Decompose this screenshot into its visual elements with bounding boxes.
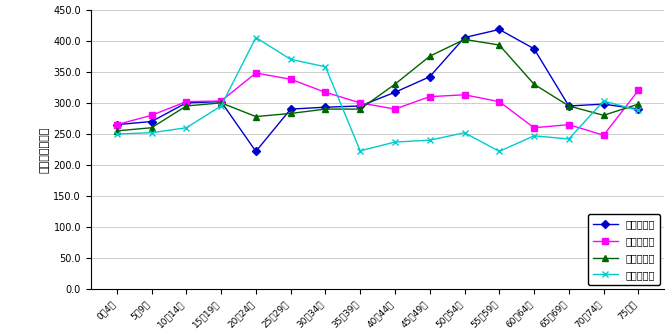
男・有配偶 [391,90,399,94]
男・無配偶 [425,94,433,98]
女・有配偶 [460,38,468,42]
女・無配偶 [287,57,295,61]
Line: 男・有配偶: 男・有配偶 [114,27,641,154]
女・無配偶 [113,132,121,136]
男・有配偶 [217,99,225,104]
女・無配偶 [252,36,260,40]
男・無配偶 [565,123,573,127]
女・有配偶 [495,43,503,47]
男・有配偶 [252,149,260,153]
女・有配偶 [391,82,399,86]
男・有配偶 [600,102,608,106]
男・有配偶 [287,107,295,111]
男・無配偶 [391,107,399,111]
Line: 男・無配偶: 男・無配偶 [114,70,641,138]
女・無配偶 [634,108,643,112]
女・有配偶 [113,129,121,133]
男・有配偶 [495,27,503,31]
男・無配偶 [530,126,538,130]
女・無配偶 [356,149,364,153]
男・無配偶 [217,99,225,103]
男・無配偶 [460,93,468,97]
女・有配偶 [565,104,573,108]
女・無配偶 [322,65,330,69]
女・有配偶 [634,102,643,106]
女・有配偶 [182,104,190,108]
女・有配偶 [425,54,433,58]
男・有配偶 [322,105,330,109]
Y-axis label: 等価可処分所得: 等価可処分所得 [39,126,49,173]
男・有配偶 [565,104,573,108]
女・無配偶 [147,131,155,135]
女・無配偶 [600,99,608,103]
女・無配偶 [565,137,573,141]
女・有配偶 [252,115,260,119]
男・有配偶 [113,123,121,127]
男・無配偶 [495,99,503,104]
女・無配偶 [425,138,433,142]
女・無配偶 [391,140,399,144]
女・無配偶 [530,134,538,138]
男・無配偶 [356,101,364,105]
男・無配偶 [252,71,260,75]
男・有配偶 [147,120,155,124]
女・無配偶 [217,104,225,108]
男・有配偶 [460,36,468,40]
女・有配偶 [322,107,330,111]
女・無配偶 [182,126,190,130]
男・無配偶 [182,99,190,104]
男・無配偶 [287,77,295,81]
女・有配偶 [356,107,364,111]
女・有配偶 [530,82,538,86]
男・有配偶 [530,47,538,51]
女・有配偶 [147,126,155,130]
Legend: 男・有配偶, 男・無配偶, 女・有配偶, 女・無配偶: 男・有配偶, 男・無配偶, 女・有配偶, 女・無配偶 [588,214,659,285]
男・有配偶 [425,75,433,79]
男・無配偶 [113,123,121,127]
女・無配偶 [495,149,503,153]
Line: 女・無配偶: 女・無配偶 [114,35,641,154]
男・有配偶 [356,104,364,108]
女・有配偶 [217,101,225,105]
女・有配偶 [600,113,608,117]
男・有配偶 [634,107,643,111]
男・無配偶 [147,113,155,117]
男・無配偶 [600,133,608,137]
Line: 女・有配偶: 女・有配偶 [114,37,641,134]
女・無配偶 [460,131,468,135]
女・有配偶 [287,112,295,116]
男・無配偶 [322,90,330,94]
男・無配偶 [634,88,643,92]
男・有配偶 [182,101,190,105]
